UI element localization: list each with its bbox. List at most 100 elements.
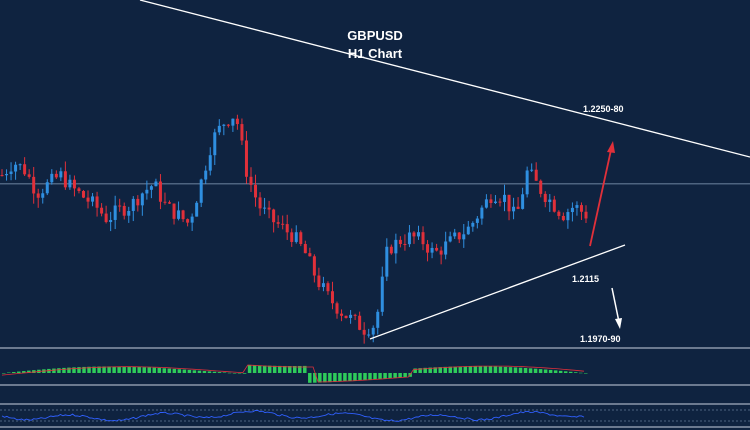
candle-body — [326, 283, 330, 292]
candle-body — [149, 186, 153, 190]
resistance-trendline — [139, 0, 750, 158]
macd-bar — [378, 373, 382, 379]
macd-bar — [353, 373, 357, 381]
candle-body — [358, 315, 362, 330]
candle-body — [330, 291, 334, 304]
macd-bar — [62, 367, 66, 373]
macd-bar — [192, 370, 197, 373]
candle-body — [54, 173, 58, 178]
candle-body — [525, 170, 529, 195]
candle-body — [353, 314, 357, 316]
macd-bar — [563, 371, 568, 373]
macd-bar — [2, 373, 6, 374]
candle-body — [512, 206, 516, 212]
candle-body — [23, 164, 27, 175]
candle-body — [208, 155, 212, 171]
macd-bar — [277, 365, 282, 373]
macd-bar — [343, 373, 347, 382]
candle-body — [312, 256, 316, 276]
macd-bar — [493, 366, 498, 373]
candle-body — [394, 239, 398, 254]
macd-bar — [12, 372, 16, 373]
macd-bar — [117, 366, 121, 373]
candle-body — [444, 241, 448, 255]
candle-body — [5, 174, 9, 176]
macd-bar — [27, 370, 31, 373]
macd-bar — [22, 371, 26, 373]
candle-body — [503, 194, 507, 202]
macd-bar — [257, 365, 262, 373]
candle-body — [471, 222, 475, 227]
candle-body — [204, 170, 208, 180]
candle-body — [231, 118, 235, 126]
candle-body — [100, 207, 104, 214]
macd-bar — [262, 365, 267, 373]
candle-body — [136, 198, 140, 206]
candle-body — [448, 236, 452, 242]
candle-body — [367, 334, 371, 336]
candle-body — [543, 193, 547, 203]
macd-bar — [147, 367, 151, 373]
candle-body — [145, 189, 149, 194]
macd-bar — [398, 373, 402, 378]
candle-body — [435, 247, 439, 251]
macd-bar — [438, 367, 442, 373]
macd-bar — [77, 367, 81, 373]
macd-bar — [443, 366, 448, 373]
macd-bar — [373, 373, 377, 380]
macd-bar — [152, 367, 157, 373]
macd-bar — [578, 372, 583, 374]
macd-bar — [403, 373, 407, 378]
macd-bar — [518, 367, 523, 373]
candle-body — [86, 197, 90, 202]
candle-body — [68, 179, 72, 188]
macd-bar — [428, 367, 432, 373]
macd-bar — [383, 373, 387, 379]
candle-body — [548, 199, 552, 203]
candle-body — [0, 175, 4, 177]
macd-bar — [293, 365, 297, 373]
macd-bar — [418, 368, 422, 373]
candle-body — [50, 173, 54, 183]
candle-body — [41, 193, 45, 198]
macd-bar — [87, 366, 91, 373]
candle-body — [308, 253, 312, 257]
candle-body — [398, 239, 402, 245]
macd-bar — [97, 366, 101, 373]
candle-body — [321, 283, 325, 288]
candle-body — [371, 327, 375, 335]
macd-bar — [177, 369, 182, 373]
chart-subtitle: H1 Chart — [347, 46, 403, 61]
macd-bar — [227, 372, 232, 374]
macd-bar — [57, 368, 61, 373]
macd-bar — [127, 366, 131, 373]
candle-body — [493, 201, 497, 203]
candle-body — [9, 171, 13, 175]
candle-body — [154, 181, 158, 187]
macd-bar — [368, 373, 372, 380]
macd-bar — [393, 373, 397, 378]
candle-body — [362, 329, 366, 335]
macd-bar — [508, 367, 513, 373]
candle-body — [186, 219, 190, 223]
candle-body — [59, 171, 63, 178]
candle-body — [303, 243, 307, 254]
macd-bar — [303, 365, 307, 373]
candle-body — [222, 124, 226, 126]
candle-body — [376, 311, 380, 328]
macd-bar — [568, 371, 573, 373]
candle-body — [475, 218, 479, 223]
macd-bar — [473, 366, 478, 373]
macd-bar — [528, 368, 533, 373]
macd-bar — [468, 366, 473, 373]
macd-bar — [52, 368, 56, 373]
macd-bar — [282, 365, 287, 373]
candle-body — [466, 226, 470, 235]
candle-body — [453, 232, 457, 237]
macd-bar — [112, 366, 116, 373]
macd-bar — [453, 366, 458, 373]
candle-body — [430, 247, 434, 253]
macd-bar — [338, 373, 342, 382]
macd-bar — [313, 373, 317, 383]
